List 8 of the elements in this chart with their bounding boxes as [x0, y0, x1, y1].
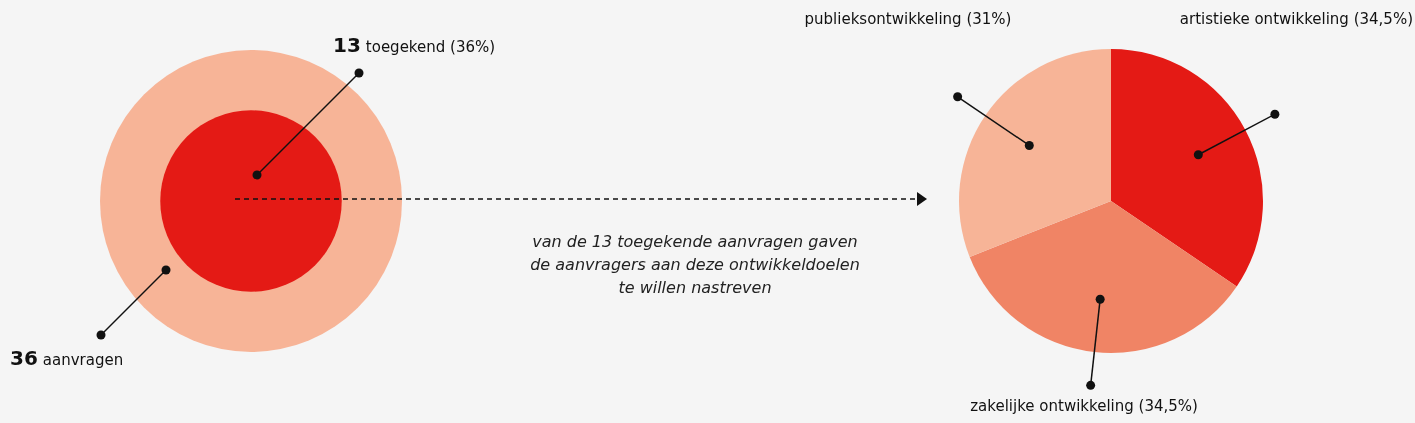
- data-label: 36: [10, 346, 38, 371]
- data-label: 13: [333, 33, 361, 58]
- text: van de 13 toegekende aanvragen gaven de aanvragers aan deze ontwikkeldoelen te willen nastreven: [530, 231, 860, 299]
- slice-label: artistieke ontwikkeling (34,5%): [1179, 9, 1413, 28]
- category-label: aanvragen: [42, 350, 124, 369]
- slice-label: publieksontwikkeling (31%): [804, 9, 1012, 28]
- category-label: toegekend (36%): [365, 37, 496, 56]
- slice-label: zakelijke ontwikkeling (34,5%): [970, 397, 1198, 416]
